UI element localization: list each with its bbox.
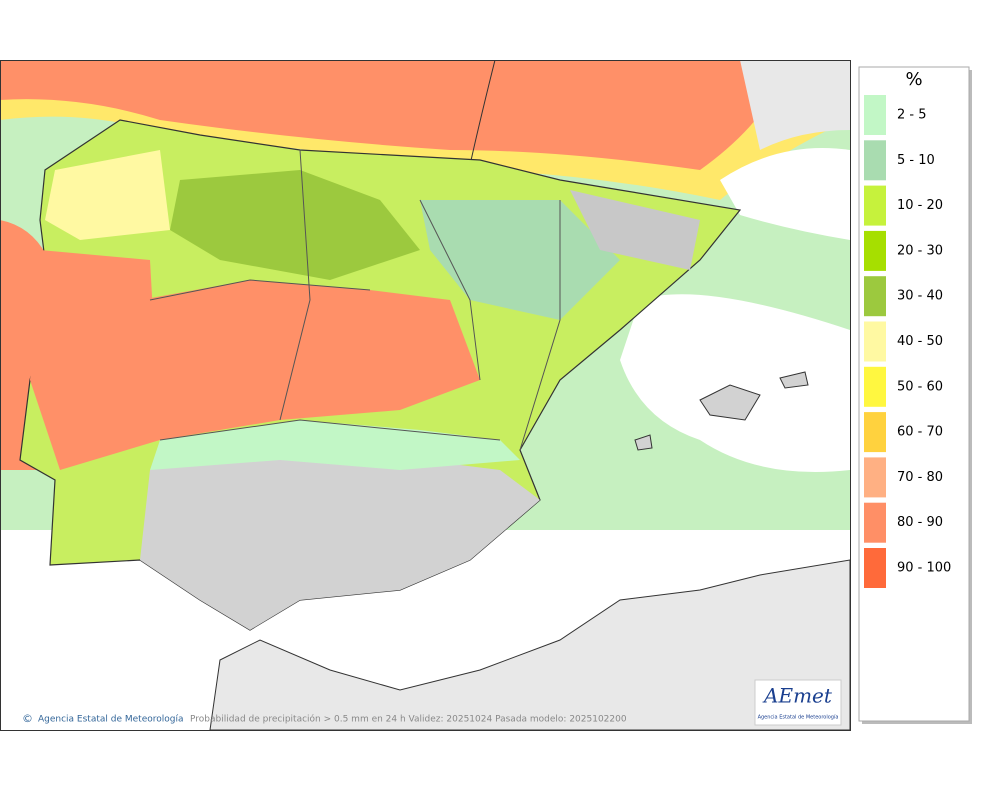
galicia: [45, 150, 170, 240]
logo-box: [754, 679, 842, 726]
legend-swatch: [864, 502, 886, 543]
africa: [209, 559, 850, 730]
legend-label: 30 - 40: [897, 289, 943, 304]
legend-swatch: [864, 366, 886, 407]
legend-label: 70 - 80: [897, 470, 943, 485]
agency-credit: Agencia Estatal de Meteorología: [38, 715, 184, 725]
sea-precip-high: [0, 60, 790, 170]
legend-swatch: [864, 548, 886, 588]
legend-swatch: [864, 140, 886, 181]
legend-label: 5 - 10: [897, 153, 935, 168]
legend-swatch: [864, 276, 886, 317]
legend-label: 50 - 60: [897, 379, 943, 394]
logo-subtitle: Agencia Estatal de Meteorología: [758, 714, 839, 721]
legend-label: 80 - 90: [897, 515, 943, 530]
legend-label: 10 - 20: [897, 198, 943, 213]
legend-label: 20 - 30: [897, 243, 943, 258]
menorca: [779, 371, 809, 389]
mallorca: [699, 384, 761, 421]
pyrenees: [570, 190, 700, 270]
sea-dry: [620, 294, 850, 472]
legend-title: %: [905, 69, 922, 90]
legend-swatch: [864, 185, 886, 226]
france: [740, 60, 850, 150]
portugal: [30, 250, 160, 470]
legend-label: 60 - 70: [897, 425, 943, 440]
central-high: [140, 280, 480, 440]
ibiza: [634, 434, 653, 451]
region-borders: [149, 149, 561, 451]
logo-name: AEmet: [762, 684, 833, 708]
legend-label: 90 - 100: [897, 561, 951, 576]
north-plateau: [170, 170, 420, 280]
legend-label: 40 - 50: [897, 334, 943, 349]
map-frame: [0, 60, 851, 731]
andalusia: [140, 450, 540, 630]
legend-label: 2 - 5: [897, 108, 927, 123]
map: [0, 60, 850, 730]
legend-swatch: [864, 457, 886, 498]
legend-swatch: [864, 412, 886, 453]
sea-east: [720, 148, 850, 240]
legend-swatch: [864, 321, 886, 362]
copyright-icon: ©: [22, 712, 33, 725]
legend-swatch: [864, 230, 886, 271]
ebro: [420, 200, 620, 320]
legend-swatch: [864, 95, 886, 135]
map-caption: Probabilidad de precipitación > 0.5 mm e…: [190, 714, 627, 725]
